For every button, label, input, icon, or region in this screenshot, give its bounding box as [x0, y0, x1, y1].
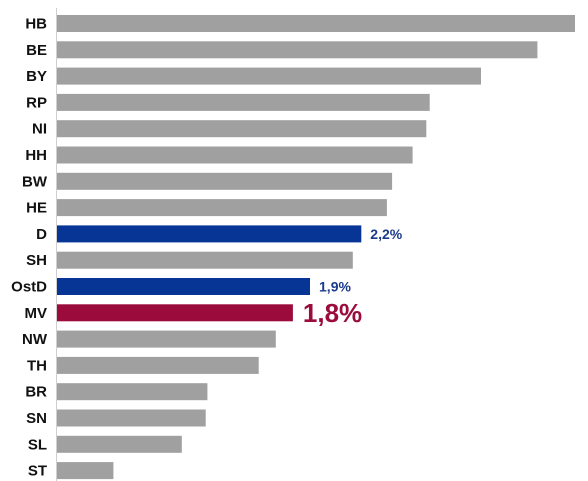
bar-hh: [57, 146, 413, 164]
category-label-st: ST: [28, 463, 47, 480]
bar-ostd: [57, 278, 310, 295]
data-label-mv: 1,8%: [303, 298, 362, 328]
category-label-by: BY: [26, 68, 47, 85]
category-label-sn: SN: [26, 410, 47, 427]
category-label-bw: BW: [22, 173, 48, 190]
category-label-mv: MV: [25, 305, 48, 322]
category-label-ostd: OstD: [11, 279, 47, 296]
bar-st: [57, 462, 114, 480]
category-label-d: D: [36, 226, 47, 243]
bar-nw: [57, 330, 276, 348]
bar-sh: [57, 251, 353, 269]
data-labels: 2,2% 1,9% 1,8%: [303, 226, 403, 328]
category-label-sh: SH: [26, 252, 47, 269]
bar-he: [57, 199, 387, 217]
bar-d: [57, 225, 362, 243]
bar-bw: [57, 172, 393, 190]
category-label-sl: SL: [28, 436, 47, 453]
category-label-ni: NI: [32, 121, 47, 138]
data-label-ostd: 1,9%: [319, 279, 351, 295]
bar-ni: [57, 120, 427, 138]
category-label-hb: HB: [25, 16, 47, 33]
category-label-hh: HH: [25, 147, 47, 164]
category-label-he: HE: [26, 200, 47, 217]
category-label-rp: RP: [26, 94, 47, 111]
category-label-be: BE: [26, 42, 47, 59]
category-labels: HB BE BY RP NI HH BW HE D SH OstD MV NW TH BR SN SL ST: [11, 16, 48, 480]
category-label-nw: NW: [22, 331, 48, 348]
bar-th: [57, 356, 259, 374]
bar-be: [57, 41, 538, 59]
bar-mv: [57, 304, 293, 322]
bar-sn: [57, 409, 206, 427]
category-label-th: TH: [27, 357, 47, 374]
bar-rp: [57, 93, 430, 111]
bar-br: [57, 383, 208, 401]
bar-by: [57, 67, 481, 85]
data-label-d: 2,2%: [370, 226, 402, 242]
category-label-br: BR: [25, 384, 47, 401]
bar-sl: [57, 435, 182, 453]
bar-hb: [57, 15, 575, 32]
bars: [57, 15, 575, 480]
